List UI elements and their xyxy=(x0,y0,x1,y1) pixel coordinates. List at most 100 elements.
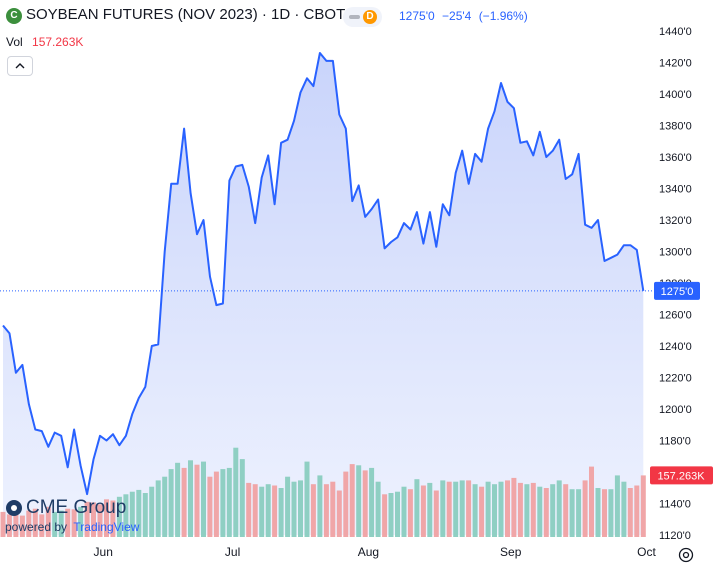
volume-bar[interactable] xyxy=(621,481,627,537)
volume-bar[interactable] xyxy=(19,515,25,537)
volume-bar[interactable] xyxy=(640,475,646,537)
volume-bar[interactable] xyxy=(517,482,523,537)
volume-bar[interactable] xyxy=(104,499,109,537)
volume-bar[interactable] xyxy=(84,501,90,537)
volume-bar[interactable] xyxy=(472,484,478,537)
volume-bar[interactable] xyxy=(213,471,219,537)
volume-bar[interactable] xyxy=(285,476,291,537)
volume-bar[interactable] xyxy=(388,493,394,537)
volume-bar[interactable] xyxy=(556,480,562,537)
volume-bar[interactable] xyxy=(362,470,368,537)
market-status-badge[interactable]: D xyxy=(343,7,382,27)
volume-bar[interactable] xyxy=(505,480,510,537)
collapse-legend-button[interactable] xyxy=(7,56,33,76)
volume-bar[interactable] xyxy=(595,488,601,537)
volume-bar[interactable] xyxy=(239,459,245,537)
volume-bar[interactable] xyxy=(382,494,388,537)
volume-bar[interactable] xyxy=(259,486,265,537)
volume-bar[interactable] xyxy=(45,506,51,537)
volume-bar[interactable] xyxy=(576,489,582,537)
volume-bar[interactable] xyxy=(116,496,122,537)
volume-bar[interactable] xyxy=(466,480,472,537)
volume-bar[interactable] xyxy=(589,466,594,537)
volume-bar[interactable] xyxy=(265,484,271,537)
volume-bar[interactable] xyxy=(375,481,381,537)
volume-bar[interactable] xyxy=(298,480,303,537)
volume-bar[interactable] xyxy=(492,484,497,537)
volume-bar[interactable] xyxy=(65,508,71,537)
volume-bar[interactable] xyxy=(304,461,310,537)
volume-bar[interactable] xyxy=(427,482,433,537)
volume-bar[interactable] xyxy=(369,467,375,537)
volume-bar[interactable] xyxy=(6,514,12,537)
volume-bar[interactable] xyxy=(291,481,297,537)
volume-bar[interactable] xyxy=(32,508,38,537)
volume-bar[interactable] xyxy=(226,467,232,537)
volume-bar[interactable] xyxy=(168,469,174,537)
volume-bar[interactable] xyxy=(614,475,620,537)
price-line[interactable] xyxy=(2,52,645,496)
volume-bar[interactable] xyxy=(272,485,278,538)
volume-bar[interactable] xyxy=(459,480,465,537)
chart-settings-button[interactable] xyxy=(676,545,696,565)
volume-bar[interactable] xyxy=(395,491,400,537)
volume-bar[interactable] xyxy=(97,504,103,537)
volume-bar[interactable] xyxy=(323,484,329,537)
volume-bar[interactable] xyxy=(401,486,407,537)
volume-bar[interactable] xyxy=(634,485,640,538)
volume-bar[interactable] xyxy=(123,494,129,537)
volume-bar[interactable] xyxy=(26,510,32,537)
volume-bar[interactable] xyxy=(39,514,45,537)
volume-bar[interactable] xyxy=(330,481,336,537)
volume-bar[interactable] xyxy=(511,477,517,537)
volume-bar[interactable] xyxy=(550,484,556,537)
volume-bar[interactable] xyxy=(278,488,284,537)
volume-bar[interactable] xyxy=(78,506,84,537)
volume-bar[interactable] xyxy=(608,489,614,537)
volume-bar[interactable] xyxy=(13,513,19,537)
volume-bar[interactable] xyxy=(149,486,155,537)
volume-bar[interactable] xyxy=(175,462,181,537)
volume-bar[interactable] xyxy=(349,464,355,537)
volume-bar[interactable] xyxy=(136,489,142,537)
volume-bar[interactable] xyxy=(71,509,77,537)
volume-bar[interactable] xyxy=(563,484,569,537)
volume-bar[interactable] xyxy=(543,488,549,537)
volume-bar[interactable] xyxy=(317,475,323,537)
volume-bar[interactable] xyxy=(530,482,536,537)
volume-bar[interactable] xyxy=(420,485,426,538)
cme-group-logo[interactable]: CME Group powered by TradingView xyxy=(5,497,165,537)
volume-bar[interactable] xyxy=(162,476,168,537)
volume-bar[interactable] xyxy=(129,491,135,537)
volume-bar[interactable] xyxy=(407,489,413,537)
volume-bar[interactable] xyxy=(498,481,504,537)
volume-bar[interactable] xyxy=(58,510,64,537)
volume-bar[interactable] xyxy=(479,486,485,537)
volume-bar[interactable] xyxy=(110,500,116,538)
volume-bar[interactable] xyxy=(233,447,239,537)
volume-bar[interactable] xyxy=(52,511,58,537)
volume-bar[interactable] xyxy=(310,484,316,537)
volume-bar[interactable] xyxy=(537,486,543,537)
volume-bar[interactable] xyxy=(155,480,161,537)
volume-bar[interactable] xyxy=(220,469,226,537)
volume-bar[interactable] xyxy=(602,489,607,537)
volume-bar[interactable] xyxy=(433,490,439,538)
volume-bar[interactable] xyxy=(91,502,96,537)
volume-bar[interactable] xyxy=(181,467,187,537)
volume-bar[interactable] xyxy=(252,484,258,537)
volume-bar[interactable] xyxy=(582,480,588,537)
symbol-title[interactable]: SOYBEAN FUTURES (NOV 2023) · 1D · CBOT xyxy=(26,6,346,23)
volume-bar[interactable] xyxy=(194,464,200,537)
volume-bar[interactable] xyxy=(188,460,193,537)
volume-bar[interactable] xyxy=(446,481,452,537)
volume-bar[interactable] xyxy=(414,479,420,537)
volume-bar[interactable] xyxy=(440,480,446,537)
volume-bar[interactable] xyxy=(201,461,206,537)
volume-bar[interactable] xyxy=(356,465,362,537)
volume-bar[interactable] xyxy=(343,471,349,537)
volume-bar[interactable] xyxy=(627,488,633,537)
volume-bar[interactable] xyxy=(524,484,530,537)
volume-bar[interactable] xyxy=(569,489,575,537)
